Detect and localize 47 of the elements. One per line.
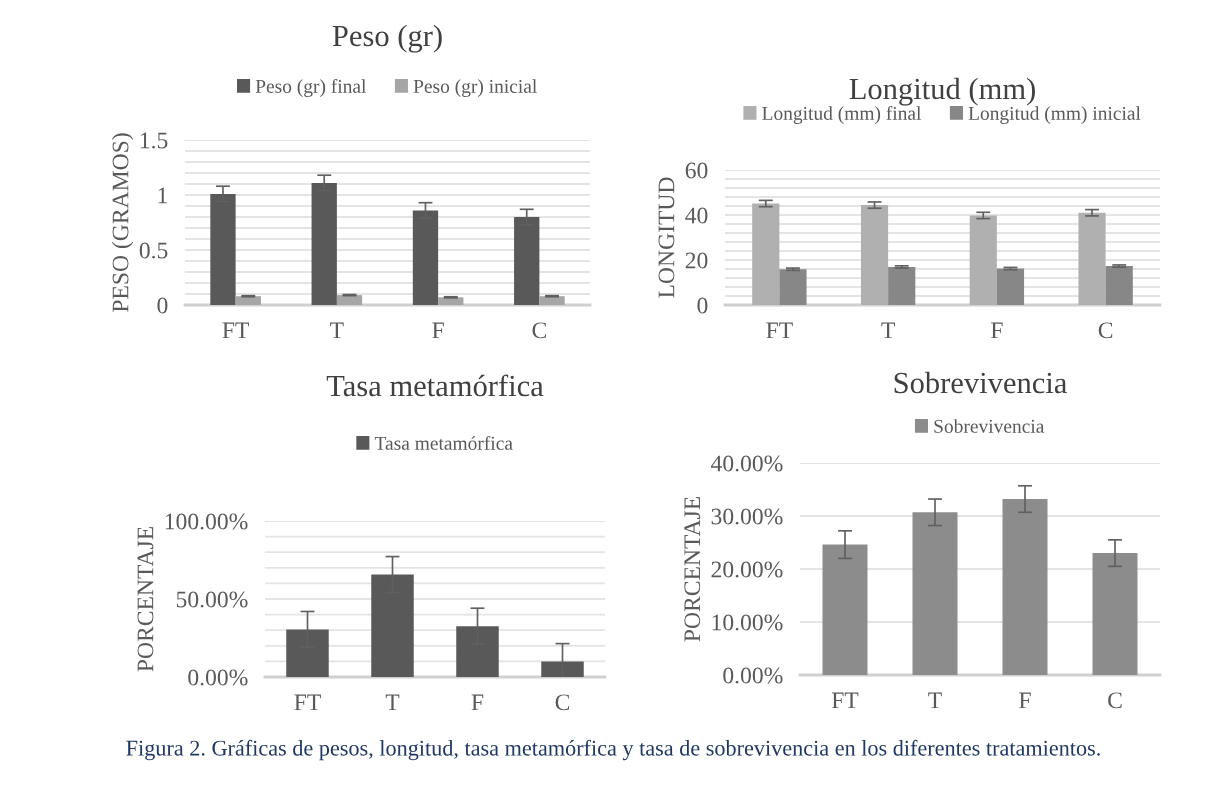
y-tick-label: 0.00%: [188, 669, 248, 686]
x-tick-label: T: [385, 694, 400, 711]
x-tick-label: C: [1108, 692, 1122, 709]
y-axis-title: PORCENTAJE: [684, 497, 701, 642]
legend-label: Tasa metamórfica: [374, 435, 513, 450]
y-tick-label: 10.00%: [712, 614, 783, 631]
x-tick-label: T: [881, 322, 895, 339]
y-axis-title: PORCENTAJE: [137, 527, 154, 672]
x-tick-label: FT: [831, 692, 859, 709]
y-tick-label: 1.5: [140, 132, 168, 149]
y-tick-label: 20: [685, 252, 708, 269]
legend-label: Peso (gr) inicial: [413, 79, 537, 97]
chart-title: Longitud (mm): [849, 77, 1035, 106]
y-tick-label: 0.00%: [723, 667, 783, 684]
x-tick-label: C: [1098, 322, 1113, 339]
x-tick-label: F: [432, 322, 444, 339]
y-tick-label: 0.5: [139, 242, 168, 259]
x-tick-label: FT: [294, 694, 321, 711]
y-tick-label: 40.00%: [711, 455, 783, 472]
x-tick-label: F: [990, 322, 1003, 339]
y-tick-label: 100.00%: [165, 513, 248, 530]
legend-label: Peso (gr) final: [255, 79, 367, 97]
y-axis-title: LONGITUD: [658, 177, 675, 298]
x-tick-label: C: [555, 694, 570, 711]
legend-label: Longitud (mm) inicial: [968, 106, 1141, 124]
x-tick-label: FT: [766, 322, 793, 339]
chart-title: Tasa metamórfica: [326, 374, 544, 397]
legend-label: Longitud (mm) final: [762, 106, 922, 124]
x-tick-label: T: [330, 322, 344, 339]
x-tick-label: T: [928, 692, 942, 709]
y-tick-label: 60: [685, 162, 708, 179]
y-tick-label: 50.00%: [176, 591, 248, 608]
chart-title: Sobrevivencia: [894, 371, 1067, 394]
y-tick-label: 40: [685, 207, 708, 224]
y-tick-label: 20.00%: [711, 561, 783, 578]
y-tick-label: 0: [157, 297, 168, 314]
text: Figura 2. Gráficas de pesos, longitud, tasa metamórfica y tasa de sobrevivencia en los diferentes tratamientos.: [126, 739, 1100, 761]
y-axis-title: PESO (GRAMOS): [111, 133, 134, 313]
x-tick-label: F: [1019, 692, 1031, 709]
chart-title: Peso (gr): [332, 24, 442, 53]
legend-label: Sobrevivencia: [934, 419, 1045, 433]
y-tick-label: 30.00%: [711, 508, 783, 525]
x-tick-label: C: [532, 322, 546, 339]
y-tick-label: 1: [158, 187, 167, 204]
x-tick-label: FT: [222, 322, 250, 339]
x-tick-label: F: [471, 694, 484, 711]
y-tick-label: 0: [697, 297, 708, 314]
